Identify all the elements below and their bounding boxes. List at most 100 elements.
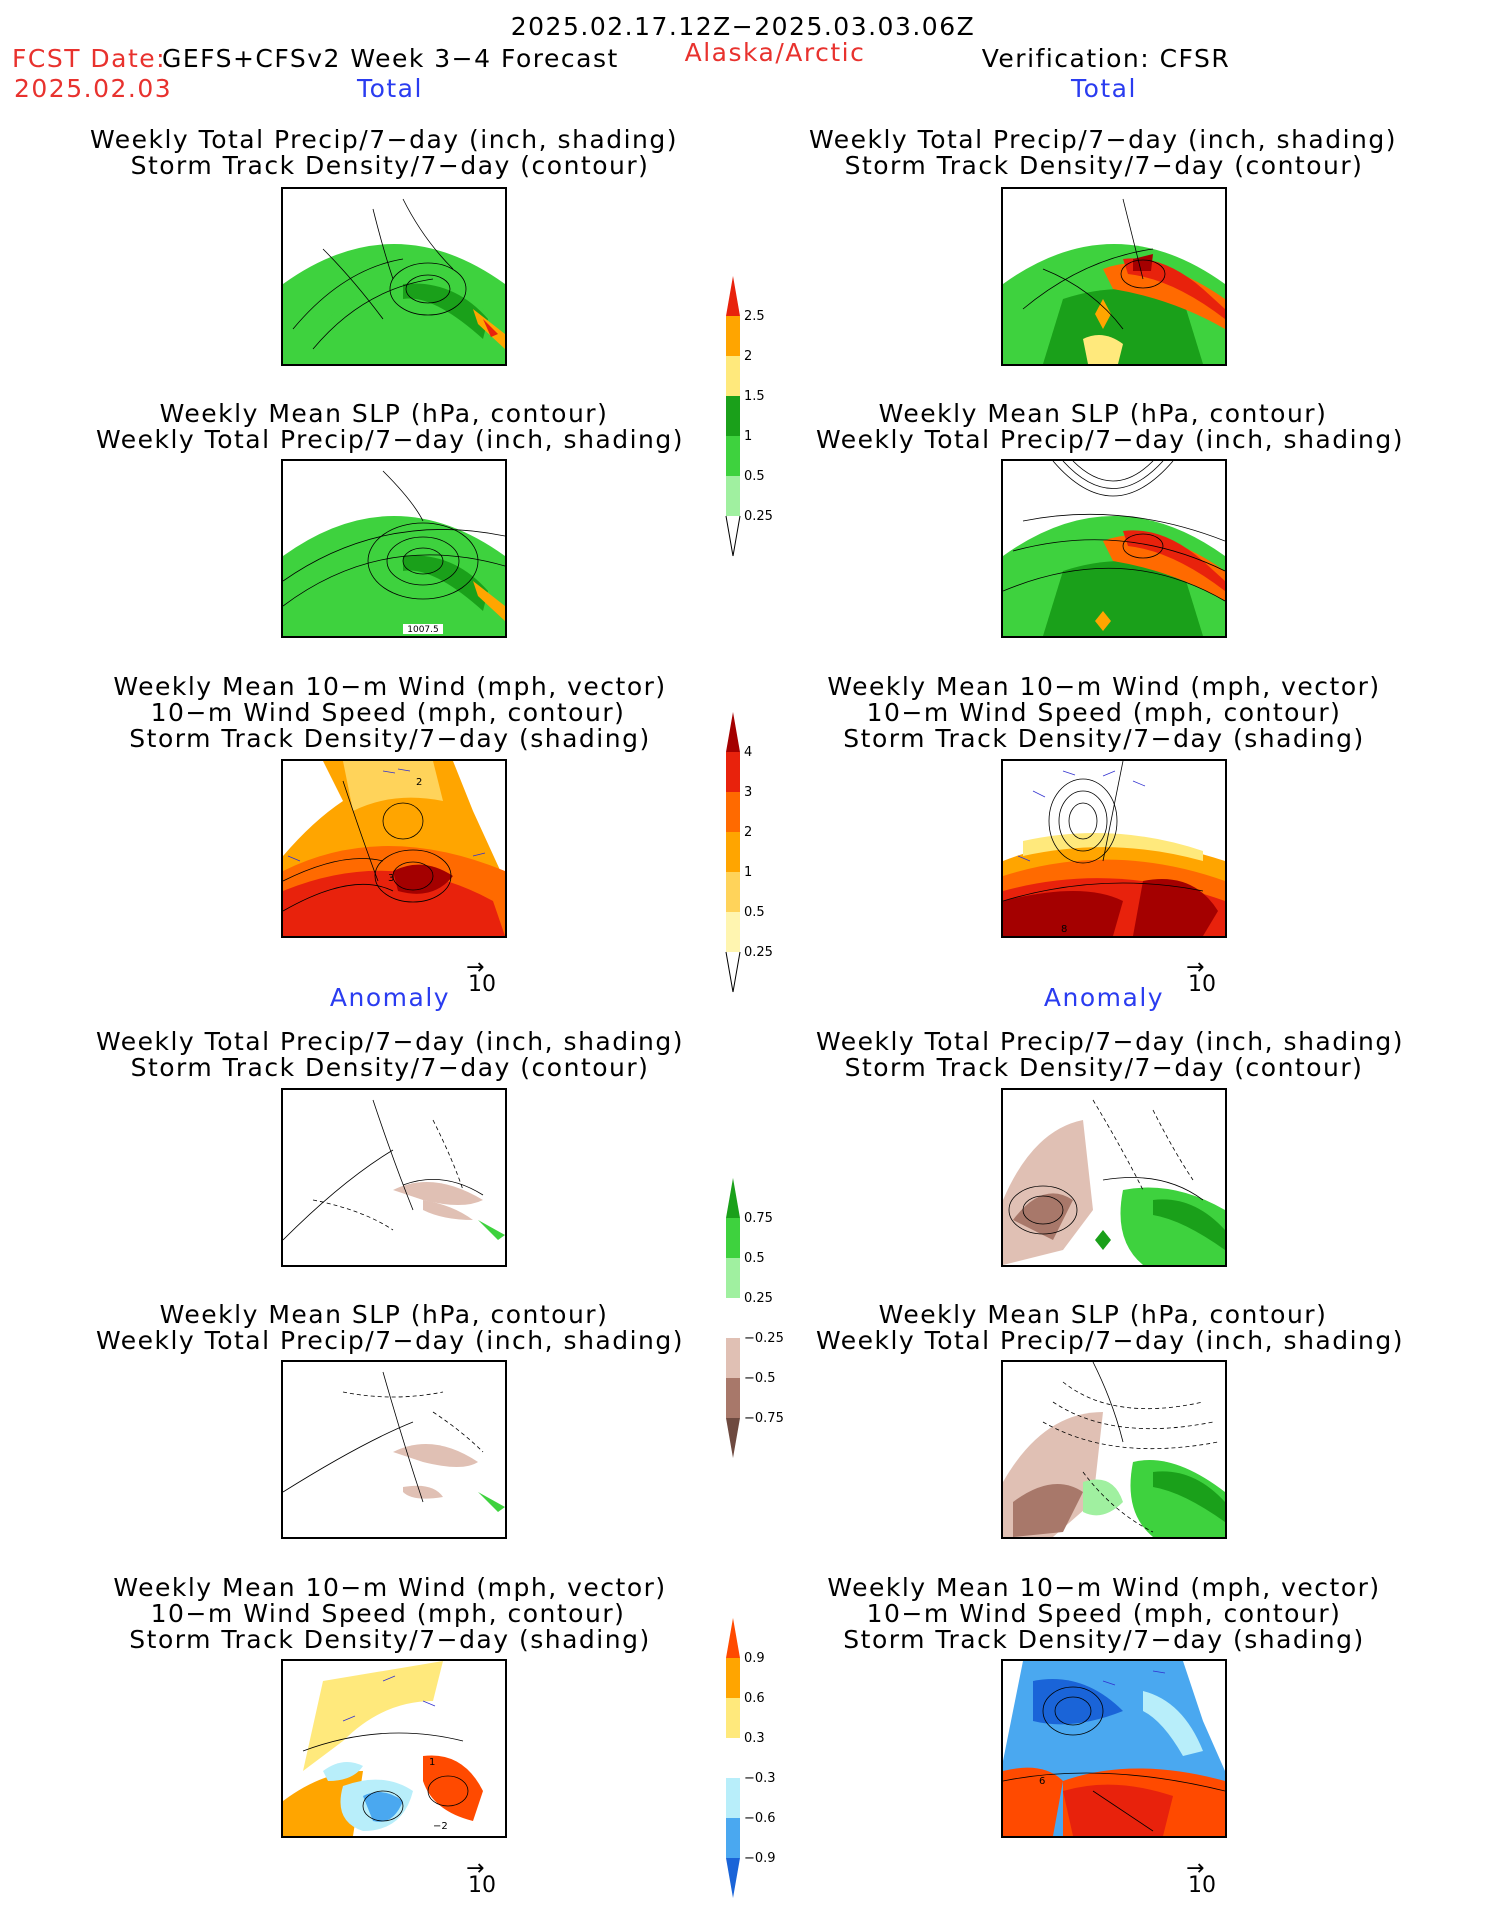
colorbar-tick-label: 0.9: [744, 1651, 765, 1666]
colorbar-storm-anomaly: −0.9 −0.6 −0.3 0.3 0.6 0.9: [720, 1612, 800, 1906]
title-l1-line2: Storm Track Density/7−day (contour): [130, 151, 650, 180]
colorbar-tick-label: −0.3: [744, 1771, 776, 1786]
colorbar-bottom-extension: [726, 1858, 740, 1898]
colorbar-segment: [726, 1378, 740, 1418]
title-l4-line2: Storm Track Density/7−day (contour): [130, 1053, 650, 1082]
colorbar-segment: [726, 1258, 740, 1298]
title-r6-line2: 10−m Wind Speed (mph, contour): [866, 1599, 1342, 1628]
title-r5-line2: Weekly Total Precip/7−day (inch, shading…: [815, 1326, 1405, 1355]
colorbar-tick-label: 1: [744, 429, 752, 444]
map-panel-anom-wind-fcst: 1 −2: [281, 1659, 507, 1838]
colorbar-tick-label: 0.25: [744, 945, 773, 960]
vector-arrow-r1: →: [1186, 955, 1205, 980]
title-r6-line3: Storm Track Density/7−day (shading): [843, 1625, 1365, 1654]
colorbar-segment: [726, 872, 740, 912]
slp-contour-label: 1007.5: [407, 625, 439, 635]
colorbar-segment: [726, 752, 740, 792]
title-l5-line2: Weekly Total Precip/7−day (inch, shading…: [95, 1326, 685, 1355]
title-l3-line3: Storm Track Density/7−day (shading): [129, 724, 651, 753]
title-l6-line3: Storm Track Density/7−day (shading): [129, 1625, 651, 1654]
colorbar-bottom-extension: [725, 951, 741, 993]
colorbar-segment: [726, 1338, 740, 1378]
map-panel-total-precip-verif: [1001, 187, 1227, 366]
colorbar-storm-total: 0.25 0.5 1 2 3 4: [720, 706, 800, 1000]
colorbar-segment: [726, 1698, 740, 1738]
title-r4-line2: Storm Track Density/7−day (contour): [844, 1053, 1364, 1082]
wind-label-c: 8: [1061, 924, 1067, 935]
map-panel-wind-storm-fcst: 2 3: [281, 759, 507, 938]
colorbar-segment: [726, 316, 740, 356]
vector-value-r2: 10: [1188, 1873, 1216, 1898]
section-total-left: Total: [357, 74, 423, 103]
title-l3-line2: 10−m Wind Speed (mph, contour): [150, 698, 626, 727]
title-l4-line1: Weekly Total Precip/7−day (inch, shading…: [95, 1027, 685, 1056]
title-l3-line1: Weekly Mean 10−m Wind (mph, vector): [113, 672, 667, 701]
colorbar-tick-label: 4: [744, 745, 752, 760]
colorbar-tick-label: 0.25: [744, 1291, 773, 1306]
colorbar-segment: [726, 1818, 740, 1858]
colorbar-tick-label: −0.6: [744, 1811, 776, 1826]
section-anomaly-right: Anomaly: [1043, 983, 1165, 1012]
colorbar-tick-label: 0.3: [744, 1731, 765, 1746]
colorbar-segment: [726, 396, 740, 436]
region-title: Alaska/Arctic: [684, 38, 866, 67]
title-r4-line1: Weekly Total Precip/7−day (inch, shading…: [815, 1027, 1405, 1056]
wind-label-a: 2: [416, 777, 422, 788]
anom-label-b: −2: [433, 1821, 448, 1832]
title-l1-line1: Weekly Total Precip/7−day (inch, shading…: [89, 125, 679, 154]
verification-label: Verification: CFSR: [981, 44, 1231, 73]
colorbar-tick-label: 0.25: [744, 509, 773, 524]
colorbar-segment: [726, 1218, 740, 1258]
colorbar-top-extension: [726, 712, 740, 752]
map-panel-anom-slp-fcst: [281, 1360, 507, 1539]
map-panel-anom-precip-verif: [1001, 1088, 1227, 1267]
colorbar-segment: [726, 436, 740, 476]
vector-arrow-r2: →: [1186, 1856, 1205, 1881]
colorbar-segment: [726, 1738, 740, 1778]
colorbar-segment: [726, 1298, 740, 1338]
title-r3-line3: Storm Track Density/7−day (shading): [843, 724, 1365, 753]
colorbar-segment: [726, 356, 740, 396]
colorbar-precip-total: 0.25 0.5 1 1.5 2 2.5: [720, 270, 800, 564]
map-panel-total-precip-fcst: [281, 187, 507, 366]
colorbar-top-extension: [726, 1178, 740, 1218]
title-l6-line2: 10−m Wind Speed (mph, contour): [150, 1599, 626, 1628]
colorbar-tick-label: −0.25: [744, 1331, 784, 1346]
section-anomaly-left: Anomaly: [329, 983, 451, 1012]
title-r3-line2: 10−m Wind Speed (mph, contour): [866, 698, 1342, 727]
colorbar-tick-label: −0.5: [744, 1371, 776, 1386]
colorbar-tick-label: 0.75: [744, 1211, 773, 1226]
map-panel-slp-precip-verif: [1001, 459, 1227, 638]
colorbar-tick-label: 1: [744, 865, 752, 880]
colorbar-tick-label: −0.9: [744, 1851, 776, 1866]
vector-value-r1: 10: [1188, 972, 1216, 997]
colorbar-tick-label: 1.5: [744, 389, 765, 404]
map-panel-anom-wind-verif: 6: [1001, 1659, 1227, 1838]
fcst-date-label: FCST Date:: [12, 44, 167, 73]
title-r1-line2: Storm Track Density/7−day (contour): [844, 151, 1364, 180]
title-r1-line1: Weekly Total Precip/7−day (inch, shading…: [808, 125, 1398, 154]
title-l5-line1: Weekly Mean SLP (hPa, contour): [159, 1300, 609, 1329]
colorbar-bottom-extension: [725, 515, 741, 557]
colorbar-tick-label: 2: [744, 349, 752, 364]
forecast-label: GEFS+CFSv2 Week 3−4 Forecast: [162, 44, 619, 73]
title-r6-line1: Weekly Mean 10−m Wind (mph, vector): [827, 1573, 1381, 1602]
title-l2-line1: Weekly Mean SLP (hPa, contour): [159, 399, 609, 428]
colorbar-top-extension: [726, 276, 740, 316]
colorbar-tick-label: −0.75: [744, 1411, 784, 1426]
title-r3-line1: Weekly Mean 10−m Wind (mph, vector): [827, 672, 1381, 701]
map-panel-wind-storm-verif: 8: [1001, 759, 1227, 938]
colorbar-segment: [726, 792, 740, 832]
wind-label-b: 3: [388, 873, 394, 884]
title-l6-line1: Weekly Mean 10−m Wind (mph, vector): [113, 1573, 667, 1602]
anom-label-c: 6: [1039, 1776, 1045, 1787]
map-panel-slp-precip-fcst: 1007.5: [281, 459, 507, 638]
colorbar-tick-label: 3: [744, 785, 752, 800]
colorbar-segment: [726, 832, 740, 872]
period-title: 2025.02.17.12Z−2025.03.03.06Z: [510, 12, 976, 41]
colorbar-segment: [726, 912, 740, 952]
title-r2-line1: Weekly Mean SLP (hPa, contour): [878, 399, 1328, 428]
vector-value-l2: 10: [468, 1873, 496, 1898]
title-r2-line2: Weekly Total Precip/7−day (inch, shading…: [815, 425, 1405, 454]
anom-label-a: 1: [429, 1757, 435, 1768]
